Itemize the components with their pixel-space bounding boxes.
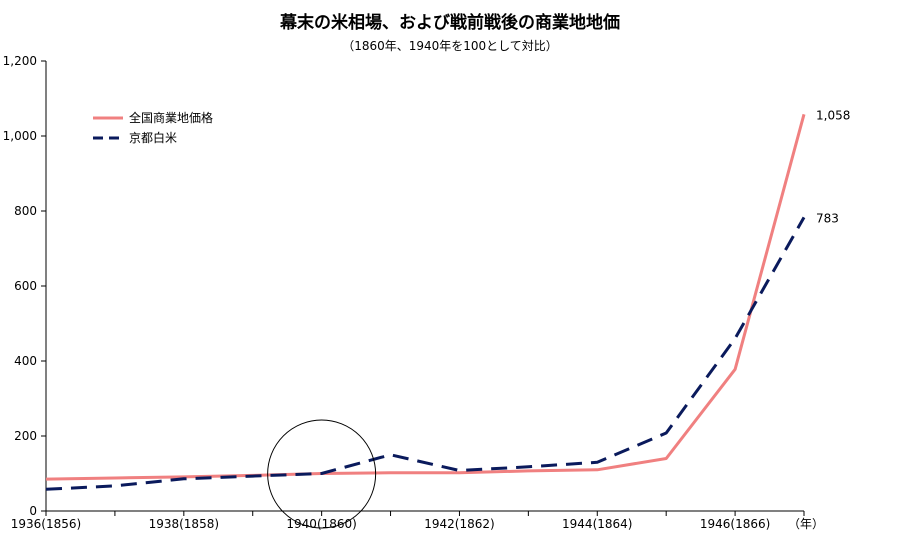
- x-tick-label: 1938(1858): [149, 517, 219, 531]
- y-tick-label: 0: [29, 504, 37, 518]
- series-line-1: [45, 113, 806, 481]
- legend-label-2: 京都白米: [129, 130, 177, 145]
- y-tick-label: 200: [14, 429, 37, 443]
- y-axis: 0 200 400 600 800 1,000 1,200: [3, 54, 47, 518]
- series-lines: [45, 113, 806, 491]
- x-tick-label: 1942(1862): [424, 517, 494, 531]
- series-line-2: [45, 216, 806, 491]
- x-axis: 1936(1856) 1938(1858) 1940(1860) 1942(1862)…: [11, 510, 824, 531]
- y-tick-label: 1,000: [3, 129, 37, 143]
- series-end-label-1: 1,058: [816, 108, 850, 122]
- x-tick-label: 1946(1866): [700, 517, 770, 531]
- end-labels: 1,058 783: [816, 108, 850, 225]
- y-tick-label: 800: [14, 204, 37, 218]
- y-tick-label: 1,200: [3, 54, 37, 68]
- highlight-circle: [267, 419, 377, 529]
- x-tick-label: 1940(1860): [286, 517, 356, 531]
- x-axis-unit: （年）: [788, 517, 824, 531]
- chart-title: 幕末の米相場、および戦前戦後の商業地地価: [280, 13, 620, 33]
- series-end-label-2: 783: [816, 211, 839, 225]
- y-tick-label: 400: [14, 354, 37, 368]
- x-tick-label: 1944(1864): [562, 517, 632, 531]
- legend-label-1: 全国商業地価格: [129, 110, 213, 125]
- annotation: [267, 419, 377, 529]
- x-tick-label: 1936(1856): [11, 517, 81, 531]
- y-tick-label: 600: [14, 279, 37, 293]
- chart-subtitle: （1860年、1940年を100として対比）: [342, 39, 558, 53]
